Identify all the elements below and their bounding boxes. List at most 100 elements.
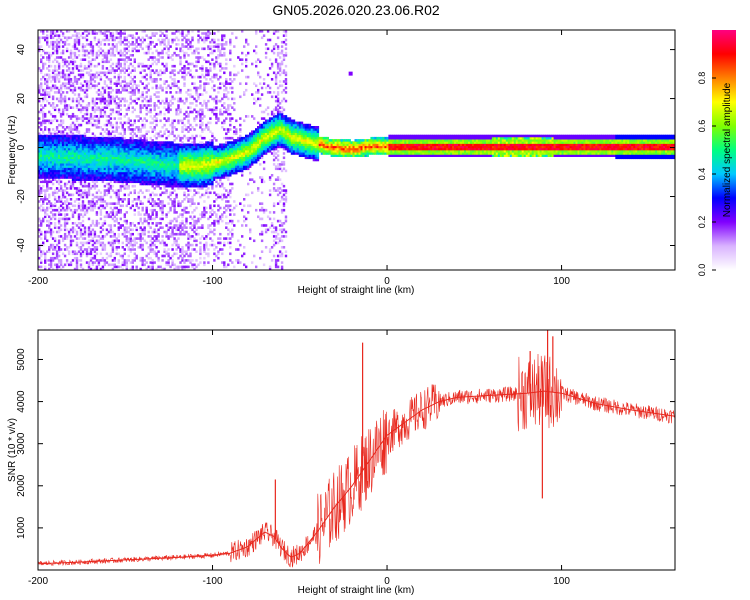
- heatmap-cell: [44, 189, 47, 192]
- heatmap-cell: [191, 195, 194, 199]
- heatmap-cell: [46, 154, 49, 157]
- heatmap-cell: [153, 228, 156, 232]
- heatmap-cell: [125, 222, 128, 225]
- heatmap-cell: [81, 267, 85, 270]
- heatmap-cell: [69, 80, 73, 83]
- heatmap-cell: [187, 171, 190, 175]
- heatmap-cell: [145, 108, 148, 112]
- heatmap-cell: [155, 143, 158, 147]
- heatmap-cell: [129, 241, 132, 245]
- heatmap-cell: [201, 38, 204, 42]
- heatmap-cell: [55, 160, 59, 164]
- heatmap-cell: [93, 156, 97, 160]
- heatmap-cell: [89, 75, 93, 79]
- heatmap-cell: [177, 176, 180, 179]
- heatmap-cell: [75, 130, 79, 133]
- heatmap-cell: [129, 154, 132, 157]
- heatmap-cell: [91, 163, 95, 166]
- heatmap-cell: [171, 165, 174, 168]
- heatmap-cell: [71, 169, 75, 173]
- heatmap-cell: [103, 56, 107, 59]
- heatmap-cell: [211, 171, 214, 175]
- heatmap-cell: [67, 43, 71, 46]
- heatmap-cell: [103, 222, 107, 225]
- heatmap-cell: [99, 211, 103, 214]
- heatmap-cell: [55, 126, 59, 129]
- heatmap-cell: [141, 91, 144, 94]
- heatmap-cell: [189, 95, 192, 99]
- heatmap-cell: [113, 45, 116, 48]
- heatmap-cell: [177, 152, 180, 155]
- heatmap-cell: [44, 265, 47, 269]
- heatmap-cell: [42, 67, 45, 70]
- heatmap-cell: [38, 136, 41, 140]
- heatmap-cell: [95, 219, 99, 223]
- heatmap-cell: [111, 259, 115, 262]
- heatmap-cell: [95, 97, 99, 101]
- heatmap-cell: [173, 184, 176, 188]
- heatmap-cell: [119, 180, 122, 184]
- heatmap-cell: [67, 154, 71, 157]
- heatmap-cell: [48, 102, 51, 105]
- heatmap-cell: [167, 160, 170, 164]
- heatmap-cell: [143, 180, 146, 184]
- heatmap-cell: [69, 60, 73, 64]
- heatmap-cell: [46, 143, 49, 147]
- heatmap-cell: [189, 189, 192, 192]
- heatmap-cell: [51, 213, 55, 216]
- heatmap-cell: [51, 69, 55, 72]
- heatmap-cell: [99, 198, 103, 201]
- heatmap-cell: [185, 184, 188, 188]
- heatmap-cell: [44, 128, 47, 131]
- heatmap-cell: [44, 237, 47, 240]
- heatmap-cell: [59, 143, 63, 147]
- heatmap-cell: [61, 119, 65, 123]
- heatmap-cell: [177, 97, 180, 101]
- heatmap-cell: [103, 167, 107, 171]
- heatmap-cell: [203, 261, 206, 264]
- heatmap-cell: [42, 75, 45, 79]
- heatmap-cell: [201, 150, 204, 153]
- heatmap-cell: [49, 34, 53, 37]
- heatmap-cell: [40, 121, 43, 125]
- heatmap-cell: [167, 110, 170, 114]
- heatmap-cell: [63, 95, 67, 99]
- heatmap-cell: [163, 254, 166, 258]
- heatmap-cell: [219, 237, 222, 240]
- heatmap-cell: [101, 134, 105, 138]
- heatmap-cell: [111, 241, 115, 245]
- heatmap-cell: [129, 139, 132, 142]
- heatmap-cell: [195, 178, 198, 181]
- heatmap-cell: [101, 195, 105, 199]
- heatmap-cell: [51, 178, 55, 181]
- heatmap-cell: [69, 263, 73, 267]
- heatmap-cell: [209, 143, 212, 147]
- heatmap-cell: [201, 152, 204, 155]
- heatmap-cell: [177, 204, 180, 208]
- heatmap-cell: [121, 204, 124, 208]
- heatmap-cell: [73, 222, 77, 225]
- heatmap-cell: [175, 182, 178, 186]
- heatmap-cell: [107, 38, 111, 42]
- heatmap-cell: [205, 143, 208, 147]
- heatmap-cell: [53, 246, 57, 249]
- heatmap-cell: [137, 145, 140, 149]
- heatmap-cell: [107, 263, 111, 267]
- heatmap-cell: [195, 123, 198, 127]
- heatmap-cell: [65, 165, 69, 168]
- heatmap-cell: [183, 193, 186, 197]
- heatmap-cell: [199, 56, 202, 59]
- heatmap-cell: [97, 121, 101, 125]
- heatmap-cell: [48, 121, 51, 125]
- heatmap-cell: [193, 82, 196, 85]
- heatmap-cell: [217, 208, 220, 212]
- heatmap-cell: [81, 163, 85, 166]
- heatmap-cell: [183, 147, 186, 151]
- heatmap-cell: [57, 213, 61, 216]
- heatmap-cell: [215, 45, 218, 48]
- heatmap-cell: [99, 97, 103, 101]
- heatmap-cell: [123, 248, 126, 251]
- heatmap-cell: [125, 235, 128, 238]
- heatmap-cell: [107, 60, 111, 64]
- heatmap-cell: [137, 246, 140, 249]
